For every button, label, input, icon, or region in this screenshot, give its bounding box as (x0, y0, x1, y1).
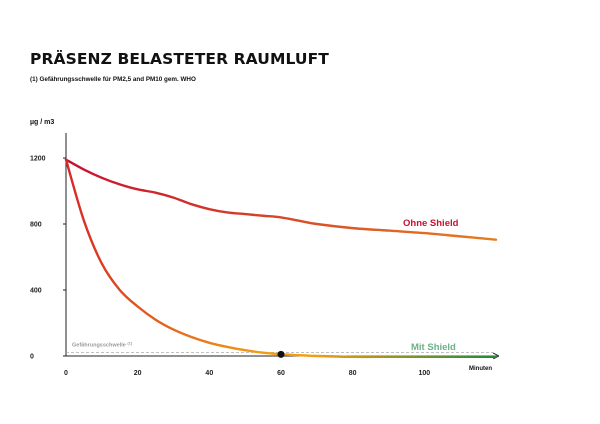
y-tick-label: 0 (30, 354, 34, 361)
y-tick-label: 800 (30, 222, 42, 229)
x-tick-label: 20 (134, 370, 142, 377)
y-tick-label: 1200 (30, 156, 46, 163)
y-tick-label: 400 (30, 288, 42, 295)
x-tick-label: 80 (349, 370, 357, 377)
x-tick-label: 40 (205, 370, 213, 377)
chart-subtitle: (1) Gefährungsschwelle für PM2,5 and PM1… (30, 76, 196, 83)
y-axis-label: µg / m3 (30, 119, 55, 126)
x-axis-label: Minuten (469, 366, 492, 372)
x-tick-label: 100 (418, 370, 430, 377)
series-line-ohne-shield (64, 158, 498, 241)
series-label-mit-shield: Mit Shield (411, 342, 456, 353)
threshold-superscript: (1) (127, 340, 133, 345)
series-label-ohne-shield: Ohne Shield (403, 218, 459, 229)
x-tick-label: 60 (277, 370, 285, 377)
series-line-mit-shield (64, 158, 498, 359)
x-tick-label: 0 (64, 370, 68, 377)
threshold-label: Gefährungsschwelle (1) (72, 340, 133, 348)
marker-dot (277, 350, 285, 358)
chart-title: PRÄSENZ BELASTETER RAUMLUFT (30, 50, 329, 68)
